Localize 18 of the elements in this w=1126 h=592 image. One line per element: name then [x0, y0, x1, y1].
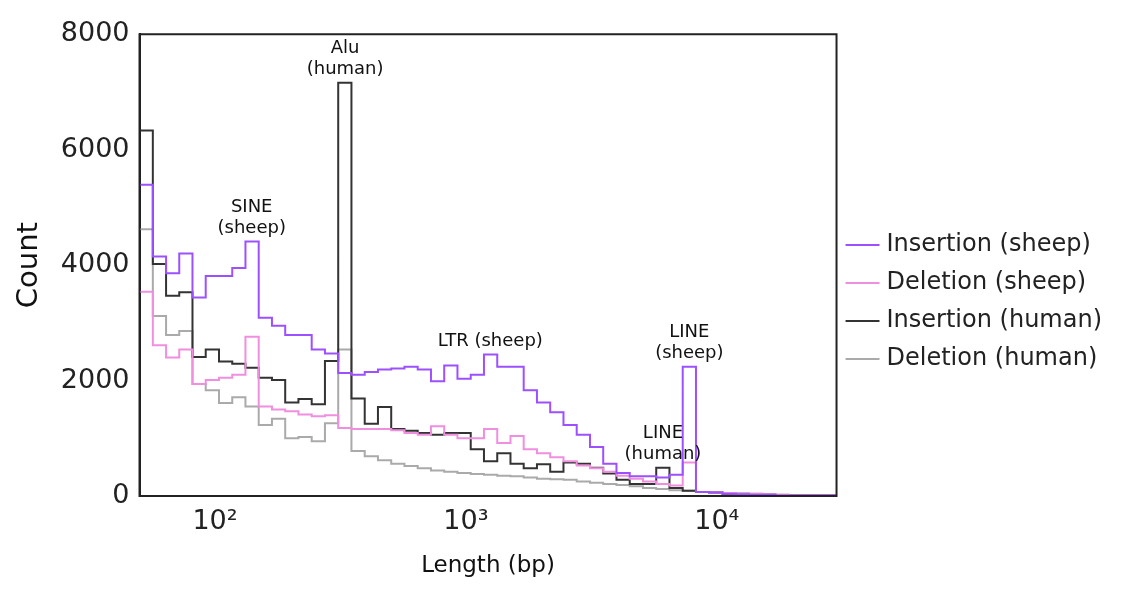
x-tick-label: 10²	[192, 504, 238, 536]
y-tick-label: 8000	[60, 16, 130, 48]
legend-label: Insertion (human)	[886, 305, 1103, 334]
annotation: LINE (sheep)	[655, 320, 724, 363]
annotation: Alu (human)	[306, 36, 384, 79]
y-tick-label: 0	[112, 478, 130, 510]
legend-label: Deletion (human)	[886, 343, 1098, 372]
y-tick-label: 6000	[60, 131, 130, 163]
y-axis-title: Count	[9, 222, 44, 309]
x-axis-title: Length (bp)	[421, 551, 555, 578]
annotation: LTR (sheep)	[437, 329, 543, 351]
annotation: SINE (sheep)	[217, 195, 286, 238]
legend-label: Insertion (sheep)	[886, 229, 1091, 258]
legend-label: Deletion (sheep)	[886, 267, 1087, 296]
x-tick-label: 10³	[443, 504, 489, 536]
y-tick-label: 2000	[60, 362, 130, 394]
y-tick-label: 4000	[60, 247, 130, 279]
x-tick-label: 10⁴	[694, 504, 740, 536]
